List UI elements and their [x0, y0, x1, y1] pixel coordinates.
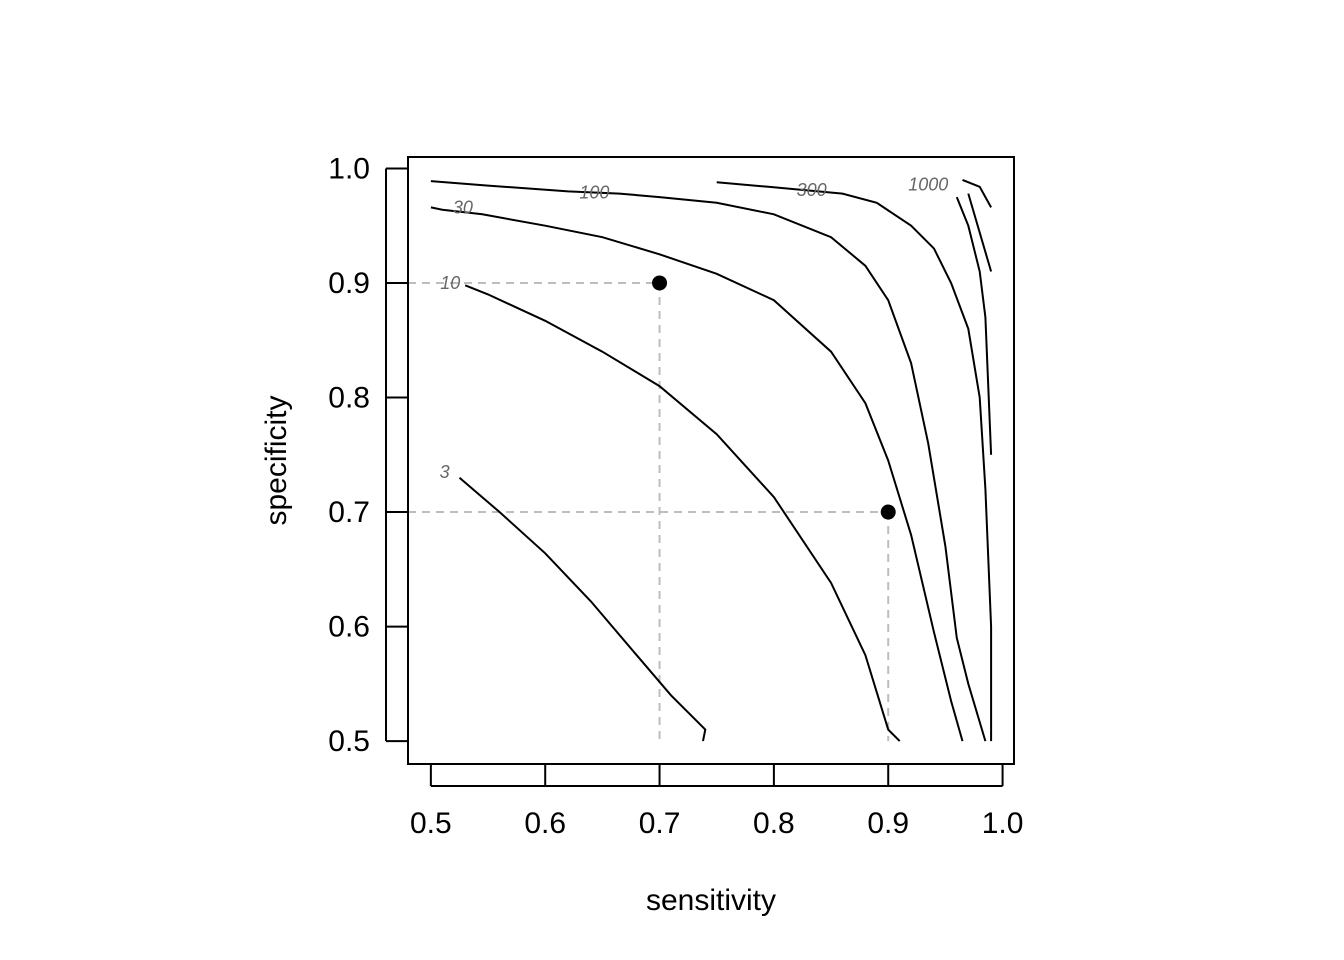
x-axis: 0.5 0.6 0.7 0.8 0.9 1.0	[410, 764, 1023, 840]
contour-line-300	[716, 181, 993, 742]
contour-label: 10	[440, 273, 460, 293]
plot-frame	[407, 156, 1015, 765]
x-tick-label: 0.8	[753, 807, 795, 840]
contour-line-3	[458, 476, 707, 742]
contour-line-1000	[955, 196, 993, 455]
contour-line	[962, 178, 992, 208]
y-tick-label: 0.6	[328, 611, 370, 644]
contour-line-100	[430, 180, 987, 742]
data-point	[652, 275, 668, 291]
contour-line	[967, 193, 993, 272]
x-tick-label: 0.5	[410, 807, 452, 840]
contour-label: 30	[453, 197, 473, 217]
highlight-points	[652, 275, 896, 520]
x-tick-label: 1.0	[982, 807, 1024, 840]
contour-lines	[430, 178, 993, 742]
data-point	[880, 504, 896, 520]
y-tick-label: 0.8	[328, 382, 370, 415]
y-tick-label: 0.7	[328, 496, 370, 529]
contour-label: 300	[797, 180, 827, 200]
contour-label: 100	[579, 183, 609, 203]
contour-label: 3	[440, 462, 450, 482]
contour-line-30	[430, 206, 964, 742]
contour-labels: 3 10 30 100 300 1000	[440, 174, 949, 481]
x-tick-label: 0.9	[867, 807, 909, 840]
y-tick-label: 0.9	[328, 267, 370, 300]
x-axis-title: sensitivity	[646, 884, 776, 917]
contour-line-10	[464, 284, 901, 742]
contour-label: 1000	[908, 174, 948, 194]
x-tick-label: 0.6	[524, 807, 566, 840]
y-tick-label: 0.5	[328, 725, 370, 758]
y-axis-title: specificity	[260, 395, 293, 525]
reference-lines	[408, 281, 890, 742]
y-tick-label: 1.0	[328, 152, 370, 185]
y-axis: 0.5 0.6 0.7 0.8 0.9 1.0	[328, 152, 408, 758]
x-tick-label: 0.7	[639, 807, 681, 840]
